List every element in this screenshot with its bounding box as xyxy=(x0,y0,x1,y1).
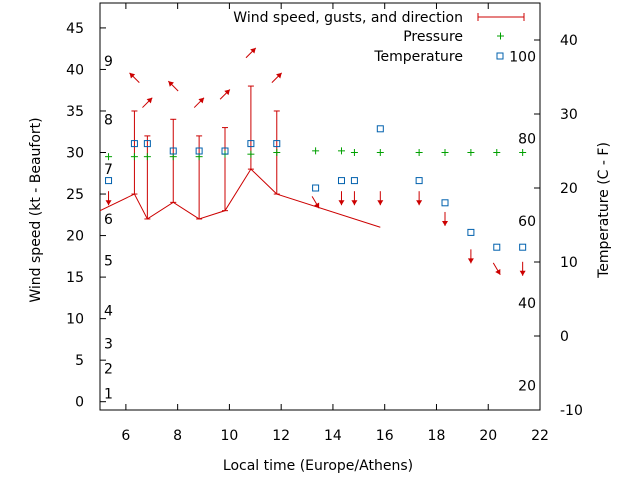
legend-temperature-sample xyxy=(496,52,504,60)
y-axis-label: Wind speed (kt - Beaufort) xyxy=(28,117,44,302)
beaufort-label: 1 xyxy=(104,386,113,402)
y2-tick-label: -10 xyxy=(560,403,583,419)
fahrenheit-label: 20 xyxy=(518,378,536,394)
wind-direction-arrowhead xyxy=(250,47,256,54)
x-tick-label: 22 xyxy=(531,428,549,444)
y-tick-label: 20 xyxy=(66,229,84,245)
series-layer xyxy=(99,47,527,276)
temperature-point xyxy=(467,228,475,236)
legend-label-temperature: Temperature xyxy=(373,49,463,65)
beaufort-label: 6 xyxy=(104,212,113,228)
wind-direction-arrowhead xyxy=(276,72,282,79)
wind-direction-arrowhead xyxy=(129,72,136,79)
temperature-point xyxy=(441,199,449,207)
temperature-point xyxy=(221,147,229,155)
temperature-point xyxy=(143,140,151,148)
x-tick-label: 20 xyxy=(479,428,497,444)
wind-direction-arrowhead xyxy=(495,268,501,275)
y-tick-label: 45 xyxy=(66,21,84,37)
wind-direction-arrowhead xyxy=(442,220,449,226)
wind-direction-arrowhead xyxy=(224,89,230,96)
beaufort-label: 2 xyxy=(104,361,113,377)
wind-direction-arrowhead xyxy=(314,202,320,209)
y-tick-label: 15 xyxy=(66,270,84,286)
temperature-point xyxy=(376,125,384,133)
beaufort-label: 5 xyxy=(104,253,113,269)
x-tick-label: 8 xyxy=(173,428,182,444)
legend-label-wind: Wind speed, gusts, and direction xyxy=(233,10,463,26)
y-tick-label: 35 xyxy=(66,104,84,120)
temperature-point xyxy=(493,243,501,251)
legend: Wind speed, gusts, and direction Pressur… xyxy=(233,10,525,65)
temperature-point xyxy=(519,243,527,251)
temperature-point xyxy=(273,140,281,148)
temperature-point xyxy=(350,177,358,185)
beaufort-label: 8 xyxy=(104,112,113,128)
legend-label-pressure: Pressure xyxy=(403,29,463,45)
temperature-point xyxy=(247,140,255,148)
temperature-point xyxy=(105,177,113,185)
y2-tick-label: 20 xyxy=(560,181,578,197)
y-tick-label: 25 xyxy=(66,187,84,203)
y-tick-label: 10 xyxy=(66,312,84,328)
beaufort-label: 4 xyxy=(104,303,113,319)
wind-direction-arrowhead xyxy=(105,200,112,206)
plot-frame xyxy=(99,2,541,411)
axes-layer: 6 8 10 12 14 16 18 20 22051015202530354045-10010… xyxy=(66,2,583,444)
y-tick-label: 40 xyxy=(66,62,84,78)
y-tick-label: 30 xyxy=(66,146,84,162)
y-tick-label: 0 xyxy=(75,395,84,411)
wind-direction-arrowhead xyxy=(377,200,384,206)
fahrenheit-label: 40 xyxy=(518,296,536,312)
temperature-point xyxy=(312,184,320,192)
wind-direction-arrowhead xyxy=(146,97,153,104)
y2-tick-label: 40 xyxy=(560,33,578,49)
x-axis-label: Local time (Europe/Athens) xyxy=(223,458,413,474)
beaufort-label: 9 xyxy=(104,54,113,70)
x-tick-label: 18 xyxy=(428,428,446,444)
x-tick-label: 6 xyxy=(121,428,130,444)
y2-axis-label: Temperature (C - F) xyxy=(596,142,612,279)
x-tick-label: 16 xyxy=(376,428,394,444)
fahrenheit-label: 80 xyxy=(518,132,536,148)
wind-direction-arrowhead xyxy=(416,200,423,206)
y2-tick-label: 0 xyxy=(560,329,569,345)
x-tick-label: 10 xyxy=(220,428,238,444)
temperature-point xyxy=(169,147,177,155)
y2-tick-label: 30 xyxy=(560,107,578,123)
x-tick-label: 12 xyxy=(272,428,290,444)
x-tick-label: 14 xyxy=(324,428,342,444)
beaufort-label: 3 xyxy=(104,337,113,353)
wind-direction-arrowhead xyxy=(338,200,345,206)
y2-tick-label: 10 xyxy=(560,255,578,271)
wind-direction-arrowhead xyxy=(198,97,205,104)
wind-direction-arrowhead xyxy=(168,81,174,87)
beaufort-label: 7 xyxy=(104,162,113,178)
temperature-point xyxy=(195,147,203,155)
fahrenheit-label: 100 xyxy=(509,49,536,65)
y-tick-label: 5 xyxy=(75,353,84,369)
temperature-point xyxy=(130,140,138,148)
fahrenheit-label: 60 xyxy=(518,214,536,230)
temperature-point xyxy=(415,177,423,185)
temperature-point xyxy=(337,177,345,185)
wind-direction-arrowhead xyxy=(351,200,358,206)
wind-direction-arrowhead xyxy=(519,270,526,276)
wind-direction-arrowhead xyxy=(467,258,474,264)
